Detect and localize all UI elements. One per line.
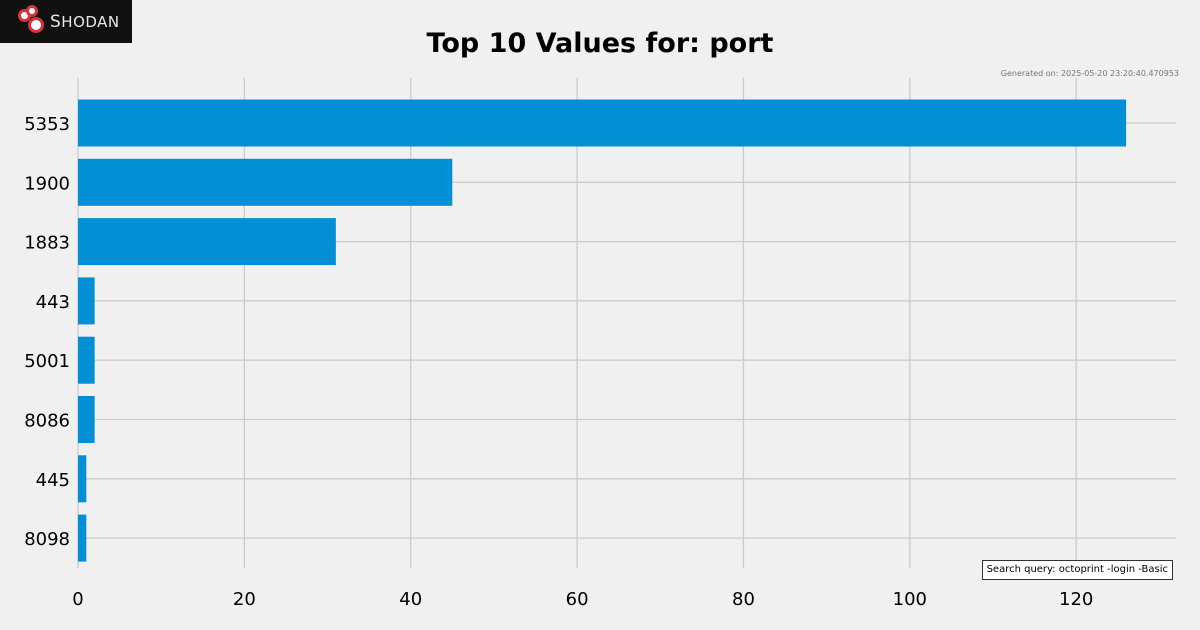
x-tick-label: 40: [399, 589, 422, 610]
chart-title: Top 10 Values for: port: [426, 28, 774, 59]
bar: [78, 455, 87, 503]
bar: [78, 277, 95, 325]
y-tick-label: 5001: [24, 351, 70, 372]
bar: [78, 514, 87, 562]
y-tick-label: 5353: [24, 114, 70, 135]
y-tick-label: 443: [36, 292, 70, 313]
y-tick-label: 1900: [24, 173, 70, 194]
x-tick-label: 120: [1059, 589, 1093, 610]
bar: [78, 336, 95, 384]
x-tick-label: 20: [233, 589, 256, 610]
search-query-box: Search query: octoprint -login -Basic: [981, 560, 1173, 580]
shodan-logo[interactable]: SHODAN: [0, 0, 132, 43]
bar: [78, 218, 336, 266]
shodan-logo-icon: [14, 4, 48, 39]
y-tick-label: 8098: [24, 529, 70, 550]
grid-lines: [77, 78, 1176, 568]
x-tick-label: 100: [893, 589, 927, 610]
logo-text: SHODAN: [50, 11, 120, 32]
y-tick-label: 8086: [24, 411, 70, 432]
x-tick-label: 0: [72, 589, 83, 610]
x-tick-label: 60: [566, 589, 589, 610]
bar: [78, 99, 1127, 147]
bar: [78, 158, 453, 206]
tick-labels: 0 20 40 60 80 100 120 5353 1900 1883 443 5001 8086 44…: [24, 114, 1093, 610]
bar: [78, 396, 95, 443]
y-tick-label: 1883: [24, 233, 70, 254]
x-tick-label: 80: [732, 589, 755, 610]
y-tick-label: 445: [36, 470, 70, 491]
bars: [78, 99, 1127, 562]
generated-timestamp: Generated on: 2025-05-20 23:20:40.470953: [1000, 69, 1179, 78]
